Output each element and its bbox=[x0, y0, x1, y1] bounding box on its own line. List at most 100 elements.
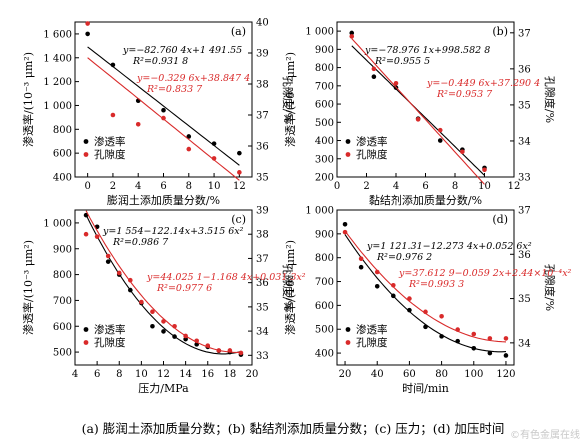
y-right-tick-label: 34 bbox=[518, 136, 531, 147]
data-point-permeability bbox=[487, 350, 493, 356]
y-left-tick-label: 400 bbox=[315, 136, 334, 147]
y-left-tick-label: 900 bbox=[315, 45, 334, 56]
y-right-axis-label: 孔隙度/% bbox=[543, 264, 557, 311]
fit-r-squared: R²=0.953 7 bbox=[436, 89, 493, 100]
data-point-permeability bbox=[342, 222, 348, 227]
panel-label: (d) bbox=[492, 213, 508, 226]
data-point-permeability bbox=[423, 324, 428, 330]
data-point-porosity bbox=[172, 323, 177, 329]
legend-marker bbox=[345, 327, 351, 332]
fit-r-squared: R²=0.976 2 bbox=[376, 252, 432, 263]
data-point-porosity bbox=[183, 333, 188, 339]
fit-equation: y=37.612 9−0.059 2x+2.44×10⁻⁴x² bbox=[398, 268, 572, 279]
data-point-porosity bbox=[161, 319, 166, 324]
data-point-permeability bbox=[471, 346, 477, 351]
x-tick-label: 80 bbox=[435, 369, 448, 380]
x-tick-label: 6 bbox=[160, 181, 166, 192]
y-left-tick-label: 900 bbox=[53, 244, 72, 255]
panel-label: (c) bbox=[231, 213, 246, 226]
data-point-porosity bbox=[374, 269, 380, 275]
fit-line-porosity bbox=[85, 210, 241, 353]
y-left-tick-label: 700 bbox=[53, 296, 72, 307]
x-tick-label: 16 bbox=[201, 369, 214, 380]
data-point-porosity bbox=[216, 348, 222, 353]
x-tick-label: 10 bbox=[478, 181, 491, 192]
y-left-axis-label: 渗透率/(10⁻³ μm²) bbox=[21, 240, 35, 335]
fit-r-squared: R²=0.931 8 bbox=[132, 56, 188, 67]
fit-equation: y=−0.449 6x+37.290 4 bbox=[426, 78, 540, 89]
legend-label: 渗透率 bbox=[94, 323, 126, 336]
data-point-porosity bbox=[487, 336, 493, 341]
panel-label: (b) bbox=[492, 25, 508, 38]
fit-line-permeability bbox=[85, 214, 242, 355]
data-point-porosity bbox=[482, 167, 487, 173]
legend-label: 渗透率 bbox=[94, 135, 126, 148]
y-left-tick-label: 1 000 bbox=[43, 218, 72, 229]
data-point-permeability bbox=[85, 31, 90, 37]
x-tick-label: 60 bbox=[403, 369, 416, 380]
data-point-porosity bbox=[110, 112, 116, 118]
fit-equation: y=−82.760 4x+1 491.55 bbox=[122, 45, 242, 56]
data-point-porosity bbox=[83, 231, 89, 237]
data-point-permeability bbox=[172, 334, 177, 339]
data-point-porosity bbox=[238, 350, 244, 356]
fit-r-squared: R²=0.833 7 bbox=[146, 84, 203, 95]
data-point-permeability bbox=[211, 141, 217, 146]
y-left-tick-label: 700 bbox=[315, 277, 334, 288]
y-left-tick-label: 1 200 bbox=[43, 77, 72, 88]
y-right-tick-label: 39 bbox=[256, 49, 269, 60]
y-right-tick-label: 35 bbox=[256, 173, 269, 184]
x-tick-label: 100 bbox=[464, 369, 483, 380]
x-tick-label: 2 bbox=[110, 181, 116, 192]
y-left-tick-label: 300 bbox=[315, 154, 334, 165]
y-right-tick-label: 37 bbox=[256, 254, 269, 265]
legend-marker bbox=[345, 340, 351, 345]
y-left-tick-label: 1 400 bbox=[43, 53, 72, 64]
x-tick-label: 120 bbox=[496, 369, 515, 380]
fit-line-permeability bbox=[344, 234, 507, 353]
y-right-tick-label: 40 bbox=[256, 18, 269, 29]
fit-equation: y=−78.976 1x+998.582 8 bbox=[364, 45, 490, 56]
legend-marker bbox=[83, 327, 89, 332]
fit-r-squared: R²=0.993 3 bbox=[408, 279, 464, 290]
data-point-porosity bbox=[415, 117, 421, 122]
data-point-porosity bbox=[150, 309, 155, 315]
y-right-axis-label: 孔隙度/% bbox=[281, 76, 295, 123]
y-right-tick-label: 36 bbox=[256, 278, 269, 289]
x-tick-label: 0 bbox=[334, 181, 340, 192]
fit-line-porosity bbox=[351, 38, 485, 185]
legend-label: 渗透率 bbox=[356, 135, 388, 148]
data-point-porosity bbox=[342, 229, 348, 235]
y-right-tick-label: 37 bbox=[256, 111, 269, 122]
fit-r-squared: R²=0.986 7 bbox=[112, 237, 169, 248]
legend-marker bbox=[345, 152, 351, 157]
y-left-tick-label: 700 bbox=[315, 81, 334, 92]
data-point-permeability bbox=[237, 150, 242, 156]
y-right-tick-label: 37 bbox=[518, 28, 531, 39]
data-point-permeability bbox=[503, 353, 509, 358]
y-left-tick-label: 800 bbox=[53, 270, 72, 281]
chart-panel-d: 20 40 60 80 100 120 400 500 600 700 800 900 1 000 34 3… bbox=[283, 206, 572, 396]
x-tick-label: 10 bbox=[135, 369, 148, 380]
legend-marker bbox=[83, 340, 89, 345]
y-right-axis-label: 孔隙度/% bbox=[543, 76, 557, 123]
data-point-porosity bbox=[161, 115, 166, 121]
y-right-tick-label: 33 bbox=[256, 351, 269, 362]
data-point-permeability bbox=[437, 138, 443, 143]
data-point-porosity bbox=[227, 348, 233, 353]
data-point-permeability bbox=[110, 62, 116, 68]
data-point-permeability bbox=[161, 329, 166, 334]
fit-r-squared: R²=0.955 5 bbox=[374, 56, 430, 67]
legend-label: 渗透率 bbox=[356, 323, 388, 336]
fit-equation: y=44.025 1−1.168 4x+0.031 3x² bbox=[146, 272, 306, 283]
data-point-permeability bbox=[186, 134, 192, 139]
data-point-permeability bbox=[183, 336, 188, 342]
data-point-porosity bbox=[128, 277, 133, 283]
data-point-permeability bbox=[128, 287, 133, 293]
y-right-tick-label: 39 bbox=[256, 206, 269, 217]
data-point-porosity bbox=[139, 299, 144, 305]
y-right-tick-label: 34 bbox=[256, 327, 269, 338]
x-tick-label: 4 bbox=[393, 181, 399, 192]
data-point-porosity bbox=[105, 253, 111, 259]
